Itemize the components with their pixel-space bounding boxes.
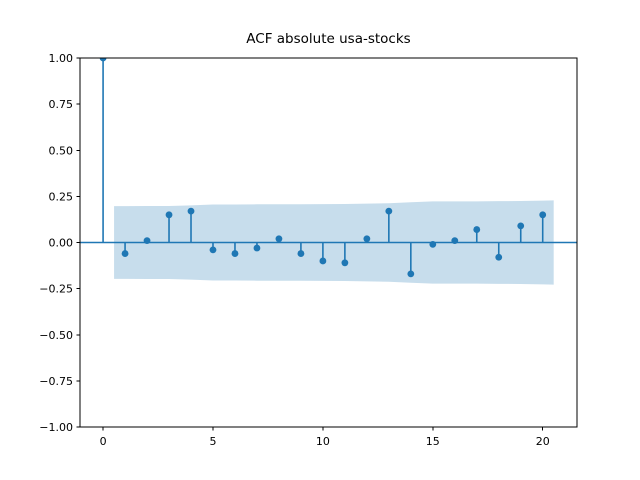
acf-point-lag-14: [407, 270, 415, 278]
x-tick-label: 20: [536, 435, 550, 448]
acf-point-lag-5: [209, 246, 217, 254]
acf-point-lag-12: [363, 235, 371, 243]
acf-point-lag-17: [473, 226, 481, 233]
acf-point-lag-7: [253, 244, 261, 252]
y-axis: 1.00 0.75 0.50 0.25 0.00 −0.25 −0.50 −0.75 −1.00: [39, 52, 80, 434]
y-tick-label: −0.75: [39, 375, 73, 388]
acf-point-lag-19: [517, 222, 525, 230]
chart-title: ACF absolute usa-stocks: [246, 31, 411, 47]
acf-point-lag-11: [341, 259, 349, 267]
y-tick-label: 0.25: [49, 190, 74, 203]
acf-point-lag-4: [187, 207, 195, 215]
x-axis: 0 5 10 15 20: [100, 427, 550, 448]
y-tick-label: 1.00: [49, 52, 74, 65]
acf-point-lag-1: [121, 250, 129, 257]
acf-point-lag-9: [297, 250, 305, 257]
y-tick-label: 0.00: [49, 237, 74, 250]
y-tick-label: −0.50: [39, 329, 73, 342]
y-tick-label: 0.50: [49, 144, 74, 157]
acf-point-lag-15: [429, 240, 437, 248]
acf-point-lag-6: [231, 250, 239, 257]
y-tick-label: 0.75: [49, 98, 74, 111]
plot-area-group: [80, 58, 577, 285]
acf-point-lag-3: [165, 211, 173, 219]
x-tick-label: 0: [100, 435, 107, 448]
acf-point-lag-8: [275, 235, 283, 243]
acf-point-lag-16: [451, 237, 459, 245]
acf-point-lag-2: [143, 237, 151, 245]
x-tick-label: 10: [316, 435, 330, 448]
x-tick-label: 5: [209, 435, 216, 448]
acf-point-lag-13: [385, 207, 393, 215]
acf-point-lag-10: [319, 257, 327, 265]
y-tick-label: −0.25: [39, 283, 73, 296]
acf-point-lag-18: [495, 253, 503, 261]
acf-point-lag-0: [99, 58, 107, 62]
acf-point-lag-20: [539, 211, 547, 219]
x-tick-label: 15: [426, 435, 440, 448]
y-tick-label: −1.00: [39, 421, 73, 434]
